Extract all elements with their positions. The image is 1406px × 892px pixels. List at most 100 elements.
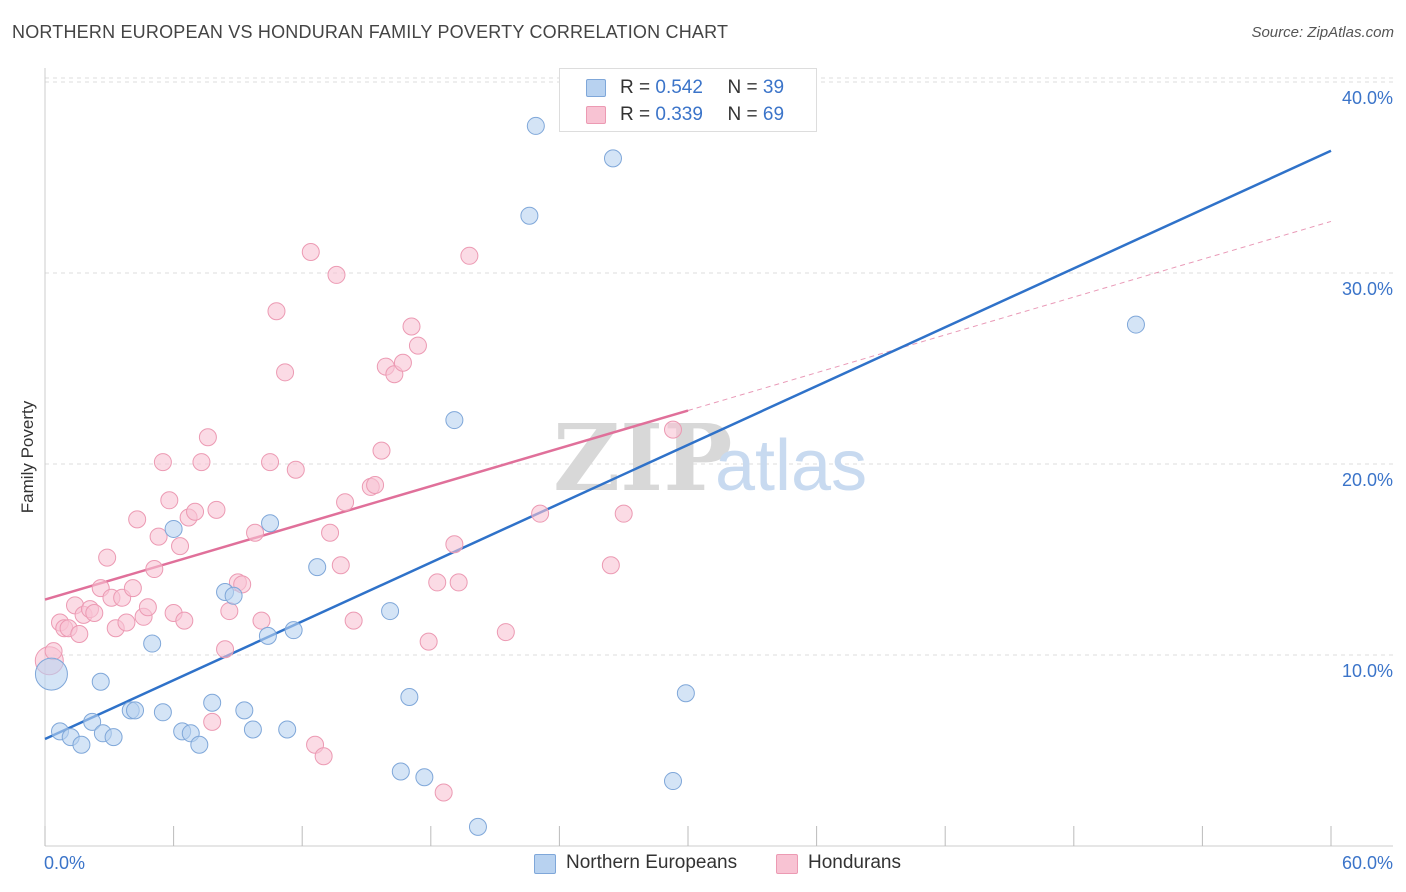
honduran-point	[117, 613, 136, 632]
honduran-point	[393, 353, 412, 372]
northern-european-point	[278, 720, 297, 739]
honduran-point	[216, 640, 235, 659]
northern-european-point	[1126, 315, 1145, 334]
northern-european-point	[153, 703, 172, 722]
honduran-point	[434, 783, 453, 802]
honduran-point	[408, 336, 427, 355]
honduran-point	[70, 624, 89, 643]
northern-european-trend-line	[44, 149, 1332, 741]
northern-european-point	[243, 720, 262, 739]
honduran-point	[445, 535, 464, 554]
honduran-point	[98, 548, 117, 567]
honduran-point	[301, 242, 320, 261]
honduran-point	[314, 747, 333, 766]
y-tick-label: 10.0%	[1342, 661, 1393, 681]
honduran-point	[276, 363, 295, 382]
northern-european-point	[72, 735, 91, 754]
honduran-point	[321, 523, 340, 542]
honduran-trend-extension	[687, 220, 1332, 411]
northern-european-point	[190, 735, 209, 754]
axes	[44, 68, 1393, 847]
northern-european-point	[445, 411, 464, 430]
northern-european-point	[391, 762, 410, 781]
honduran-point	[145, 560, 164, 579]
legend-label: Northern Europeans	[566, 852, 738, 873]
honduran-point	[149, 527, 168, 546]
series-legend: Northern Europeans Hondurans	[0, 850, 1406, 880]
honduran-point	[175, 611, 194, 630]
northern-european-point	[224, 586, 243, 605]
watermark-zip: ZIP	[553, 404, 732, 512]
northern-european-point	[308, 558, 327, 577]
northern-european-point	[203, 693, 222, 712]
northern-european-point	[400, 688, 419, 707]
honduran-point	[336, 493, 355, 512]
y-tick-label: 40.0%	[1342, 88, 1393, 108]
northern-european-point	[526, 116, 545, 135]
northern-european-point	[468, 817, 487, 836]
honduran-point	[192, 453, 211, 472]
y-tick-label: 30.0%	[1342, 279, 1393, 299]
honduran-point	[203, 712, 222, 731]
watermark: ZIP atlas	[553, 404, 867, 512]
honduran-point	[207, 500, 226, 519]
honduran-point	[44, 642, 63, 661]
northern-european-point	[676, 684, 695, 703]
honduran-point	[327, 265, 346, 284]
honduran-point	[496, 623, 515, 642]
honduran-point	[460, 246, 479, 265]
northern-european-point	[235, 701, 254, 720]
legend-n-label: N =	[727, 77, 758, 98]
legend-r-label: R =	[620, 77, 651, 98]
northern-european-point	[258, 626, 277, 645]
honduran-point	[171, 537, 190, 556]
northern-european-point	[381, 602, 400, 621]
legend-n-value: 39	[762, 77, 785, 98]
honduran-point	[402, 317, 421, 336]
honduran-point	[663, 420, 682, 439]
honduran-points	[34, 242, 682, 802]
legend-swatch-pink	[776, 854, 798, 874]
honduran-point	[198, 428, 217, 447]
northern-european-point	[34, 657, 68, 691]
honduran-point	[601, 556, 620, 575]
northern-european-point	[143, 634, 162, 653]
northern-european-point	[83, 712, 102, 731]
legend-r-value: 0.339	[655, 104, 703, 125]
honduran-point	[85, 603, 104, 622]
tick-labels: 10.0% 20.0% 30.0% 40.0% 0.0% 60.0%	[44, 88, 1393, 873]
northern-european-point	[91, 672, 110, 691]
legend-swatch-blue	[534, 854, 556, 874]
northern-european-point	[164, 519, 183, 538]
x-tick-label: 0.0%	[44, 853, 85, 873]
honduran-point	[286, 460, 305, 479]
northern-european-point	[126, 701, 145, 720]
legend-n-label: N =	[727, 104, 758, 125]
honduran-point	[614, 504, 633, 523]
legend-label: Hondurans	[808, 852, 901, 873]
chart-source: Source: ZipAtlas.com	[1251, 24, 1394, 41]
trend-lines	[44, 149, 1332, 741]
honduran-point	[246, 523, 265, 542]
honduran-point	[531, 504, 550, 523]
watermark-atlas: atlas	[715, 426, 867, 506]
honduran-point	[331, 556, 350, 575]
correlation-legend: R = 0.542 N = 39 R = 0.339 N = 69	[559, 68, 817, 132]
chart-title: NORTHERN EUROPEAN VS HONDURAN FAMILY POV…	[12, 22, 729, 42]
northern-european-point	[603, 149, 622, 168]
honduran-point	[267, 302, 286, 321]
honduran-point	[252, 611, 271, 630]
honduran-point	[428, 573, 447, 592]
northern-european-point	[415, 768, 434, 787]
honduran-point	[372, 441, 391, 460]
legend-swatch-blue	[586, 79, 606, 97]
honduran-point	[123, 579, 142, 598]
grid-lines	[45, 77, 1393, 656]
honduran-point	[261, 453, 280, 472]
honduran-point	[344, 611, 363, 630]
honduran-point	[366, 476, 385, 495]
northern-european-point	[663, 772, 682, 791]
northern-european-point	[520, 206, 539, 225]
honduran-point	[153, 453, 172, 472]
